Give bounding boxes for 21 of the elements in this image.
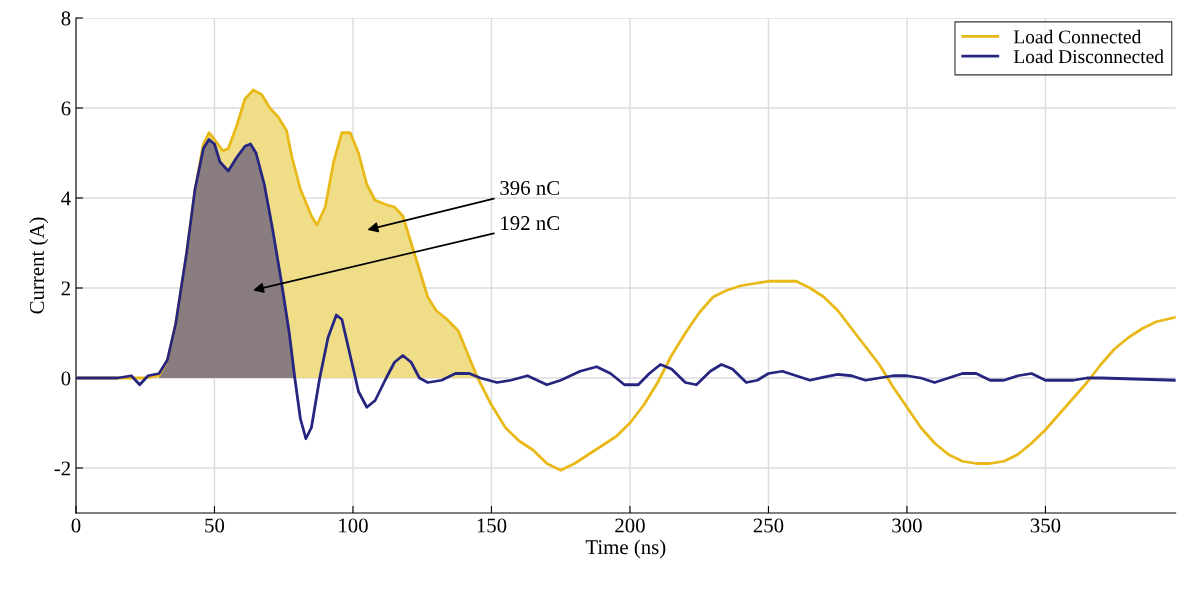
y-tick-label: -2 bbox=[54, 461, 70, 476]
y-axis-title: Current (A) bbox=[29, 217, 49, 314]
x-tick-label: 50 bbox=[205, 518, 225, 533]
x-axis-title: Time (ns) bbox=[585, 539, 666, 559]
x-tick-label: 0 bbox=[71, 518, 81, 533]
legend-label: Load Disconnected bbox=[1013, 49, 1164, 64]
y-tick-label: 8 bbox=[61, 11, 71, 26]
y-tick-label: 6 bbox=[61, 101, 71, 116]
annotation: 192 nC bbox=[501, 216, 559, 231]
annotation: 396 nC bbox=[500, 180, 559, 195]
legend-label: Load Connected bbox=[1013, 29, 1142, 44]
y-tick-label: 4 bbox=[61, 191, 71, 206]
x-tick-label: 350 bbox=[1030, 518, 1061, 533]
x-tick-label: 150 bbox=[477, 518, 507, 533]
x-tick-label: 100 bbox=[339, 518, 368, 533]
x-tick-label: 300 bbox=[892, 518, 922, 533]
y-tick-label: 0 bbox=[61, 371, 71, 386]
y-tick-label: 2 bbox=[61, 281, 70, 296]
line-series bbox=[75, 138, 1176, 441]
x-tick-label: 250 bbox=[753, 518, 784, 533]
x-tick-label: 200 bbox=[615, 518, 645, 533]
